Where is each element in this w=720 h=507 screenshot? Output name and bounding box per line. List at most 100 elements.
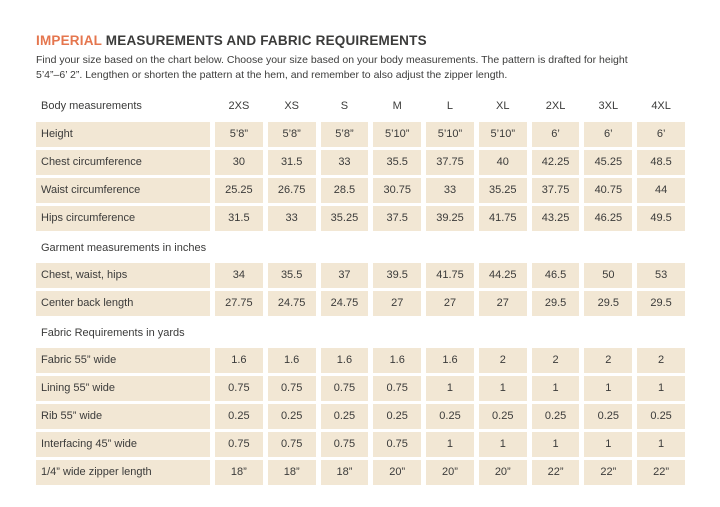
cell-value: 1 (584, 376, 633, 401)
cell-value: 5’10” (426, 122, 474, 147)
cell-value: 30.75 (373, 178, 422, 203)
cell-value: 1.6 (215, 348, 263, 373)
cell-value: 18” (320, 460, 369, 485)
column-header-size-2xl: 2XL (531, 96, 580, 119)
cell-value: 30 (215, 150, 263, 175)
cell-value: 50 (584, 263, 633, 288)
cell-value: 1.6 (426, 348, 474, 373)
cell-value: 29.5 (531, 291, 580, 316)
cell-value: 22” (584, 460, 633, 485)
cell-value: 41.75 (478, 206, 527, 231)
cell-value: 24.75 (320, 291, 369, 316)
cell-value: 37.75 (426, 150, 474, 175)
cell-value: 2 (637, 348, 685, 373)
cell-value: 0.75 (320, 376, 369, 401)
cell-value: 29.5 (637, 291, 685, 316)
cell-value: 1 (584, 432, 633, 457)
cell-value: 39.5 (373, 263, 422, 288)
cell-value: 0.25 (373, 404, 422, 429)
cell-value: 6’ (637, 122, 685, 147)
section-heading: Garment measurements in inches (36, 234, 685, 260)
cell-value: 0.75 (373, 432, 422, 457)
cell-value: 1 (637, 432, 685, 457)
intro-line: Find your size based on the chart below.… (36, 54, 628, 66)
cell-value: 1 (426, 432, 474, 457)
cell-value: 33 (267, 206, 316, 231)
intro-text: Find your size based on the chart below.… (36, 53, 685, 83)
cell-value: 29.5 (584, 291, 633, 316)
intro-line: 5’4”–6’ 2”. Lengthen or shorten the patt… (36, 69, 508, 81)
cell-value: 27 (426, 291, 474, 316)
column-header-size-m: M (373, 96, 422, 119)
cell-value: 0.25 (320, 404, 369, 429)
column-header-size-3xl: 3XL (584, 96, 633, 119)
cell-value: 27 (478, 291, 527, 316)
cell-value: 1 (637, 376, 685, 401)
cell-value: 39.25 (426, 206, 474, 231)
cell-value: 0.75 (320, 432, 369, 457)
cell-value: 1 (478, 376, 527, 401)
cell-value: 1 (531, 432, 580, 457)
cell-value: 0.75 (373, 376, 422, 401)
column-header-size-xl: XL (478, 96, 527, 119)
column-header-size-2xs: 2XS (215, 96, 263, 119)
cell-value: 0.25 (584, 404, 633, 429)
page-title-highlight: IMPERIAL (36, 33, 102, 48)
cell-value: 1 (426, 376, 474, 401)
cell-value: 27.75 (215, 291, 263, 316)
cell-value: 1.6 (320, 348, 369, 373)
cell-value: 48.5 (637, 150, 685, 175)
cell-value: 18” (267, 460, 316, 485)
cell-value: 20” (478, 460, 527, 485)
cell-value: 0.25 (531, 404, 580, 429)
row-label: Fabric 55” wide (36, 348, 210, 373)
cell-value: 40.75 (584, 178, 633, 203)
cell-value: 35.25 (478, 178, 527, 203)
cell-value: 46.25 (584, 206, 633, 231)
cell-value: 53 (637, 263, 685, 288)
column-header-size-4xl: 4XL (637, 96, 685, 119)
cell-value: 25.25 (215, 178, 263, 203)
cell-value: 5’10” (478, 122, 527, 147)
cell-value: 34 (215, 263, 263, 288)
row-label: Height (36, 122, 210, 147)
row-label: Chest, waist, hips (36, 263, 210, 288)
cell-value: 27 (373, 291, 422, 316)
row-label: Rib 55” wide (36, 404, 210, 429)
cell-value: 37.5 (373, 206, 422, 231)
cell-value: 6’ (531, 122, 580, 147)
cell-value: 43.25 (531, 206, 580, 231)
row-label: Chest circumference (36, 150, 210, 175)
column-header-body-measurements: Body measurements (36, 96, 210, 119)
cell-value: 0.25 (215, 404, 263, 429)
section-heading: Fabric Requirements in yards (36, 319, 685, 345)
size-table: Body measurements 2XS XS S M L XL 2XL 3XL 4XL Heig… (36, 96, 685, 485)
row-label: Lining 55” wide (36, 376, 210, 401)
cell-value: 0.75 (215, 376, 263, 401)
cell-value: 35.5 (267, 263, 316, 288)
cell-value: 0.75 (267, 432, 316, 457)
cell-value: 0.75 (215, 432, 263, 457)
cell-value: 0.75 (267, 376, 316, 401)
cell-value: 6’ (584, 122, 633, 147)
cell-value: 18” (215, 460, 263, 485)
cell-value: 5’8” (215, 122, 263, 147)
page-title: IMPERIAL MEASUREMENTS AND FABRIC REQUIRE… (36, 33, 685, 48)
cell-value: 24.75 (267, 291, 316, 316)
cell-value: 49.5 (637, 206, 685, 231)
cell-value: 22” (637, 460, 685, 485)
cell-value: 31.5 (267, 150, 316, 175)
row-label: Hips circumference (36, 206, 210, 231)
column-header-size-l: L (426, 96, 474, 119)
cell-value: 0.25 (637, 404, 685, 429)
cell-value: 37 (320, 263, 369, 288)
cell-value: 40 (478, 150, 527, 175)
cell-value: 41.75 (426, 263, 474, 288)
cell-value: 31.5 (215, 206, 263, 231)
cell-value: 28.5 (320, 178, 369, 203)
row-label: Waist circumference (36, 178, 210, 203)
cell-value: 46.5 (531, 263, 580, 288)
cell-value: 20” (426, 460, 474, 485)
row-label: 1/4” wide zipper length (36, 460, 210, 485)
